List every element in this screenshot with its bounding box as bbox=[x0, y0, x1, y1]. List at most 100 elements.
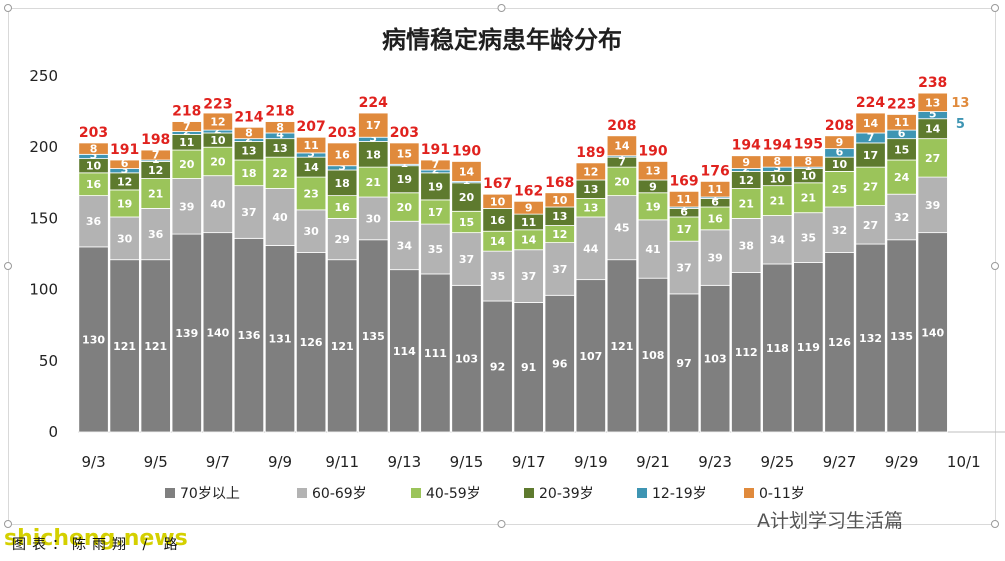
segment-value-label: 14 bbox=[303, 161, 319, 174]
segment-value-label: 14 bbox=[614, 140, 630, 153]
segment-value-label: 6 bbox=[680, 205, 688, 218]
bar-segment bbox=[264, 188, 296, 246]
segment-value-label: 9 bbox=[742, 156, 750, 169]
watermark-text: shicheng.news bbox=[4, 526, 188, 551]
segment-value-label: 17 bbox=[428, 206, 443, 219]
bar-segment bbox=[886, 193, 917, 241]
segment-value-label: 24 bbox=[894, 171, 910, 184]
bar-segment bbox=[358, 166, 389, 198]
total-value-label: 176 bbox=[701, 163, 730, 179]
bar-segment bbox=[544, 242, 575, 296]
bar-segment bbox=[886, 239, 917, 433]
segment-value-label: 21 bbox=[770, 195, 785, 208]
last-bar-side-label: 5 bbox=[956, 117, 965, 132]
bar-stack: 11238211229194 bbox=[731, 138, 762, 433]
bar-segment bbox=[233, 185, 265, 239]
total-value-label: 194 bbox=[763, 138, 792, 154]
segment-value-label: 9 bbox=[649, 180, 657, 193]
bar-stack: 11135171927191 bbox=[420, 142, 451, 433]
segment-value-label: 19 bbox=[428, 180, 443, 193]
bar-segment bbox=[544, 294, 575, 433]
segment-value-label: 13 bbox=[583, 183, 598, 196]
legend-item: 60-69岁 bbox=[297, 486, 367, 502]
segment-value-label: 16 bbox=[490, 214, 506, 227]
segment-value-label: 19 bbox=[117, 197, 132, 210]
segment-value-label: 9 bbox=[525, 202, 533, 215]
bar-segment bbox=[451, 232, 482, 286]
segment-value-label: 38 bbox=[739, 239, 754, 252]
resize-handle[interactable] bbox=[4, 262, 12, 270]
bar-stack: 103371520114190 bbox=[451, 143, 482, 433]
segment-value-label: 20 bbox=[397, 201, 413, 214]
segment-value-label: 25 bbox=[832, 183, 847, 196]
segment-value-label: 35 bbox=[801, 232, 816, 245]
segment-value-label: 119 bbox=[797, 341, 820, 354]
total-value-label: 167 bbox=[483, 176, 512, 192]
legend-swatch bbox=[411, 488, 421, 498]
legend-item: 70岁以上 bbox=[165, 486, 240, 502]
segment-value-label: 13 bbox=[583, 202, 598, 215]
bar-segment bbox=[637, 161, 669, 181]
segment-value-label: 132 bbox=[859, 332, 882, 345]
segment-value-label: 103 bbox=[455, 353, 478, 366]
bar-segment bbox=[886, 114, 917, 131]
resize-handle[interactable] bbox=[991, 262, 999, 270]
bar-segment bbox=[917, 176, 948, 234]
segment-value-label: 111 bbox=[424, 347, 447, 360]
resize-handle[interactable] bbox=[991, 520, 999, 528]
resize-handle[interactable] bbox=[4, 520, 12, 528]
segment-value-label: 16 bbox=[335, 201, 351, 214]
segment-value-label: 27 bbox=[863, 180, 878, 193]
bar-segment bbox=[606, 166, 638, 197]
bar-stack: 135 30 21 18 317 224 bbox=[358, 95, 389, 433]
segment-value-label: 37 bbox=[241, 206, 256, 219]
segment-value-label: 12 bbox=[117, 175, 132, 188]
segment-value-label: 3 bbox=[121, 163, 129, 176]
total-value-label: 191 bbox=[421, 142, 450, 158]
legend-swatch bbox=[165, 488, 175, 498]
legend-item: 12-19岁 bbox=[637, 486, 707, 502]
segment-value-label: 30 bbox=[117, 232, 133, 245]
segment-value-label: 20 bbox=[614, 175, 630, 188]
bar-segment bbox=[171, 178, 202, 235]
total-value-label: 223 bbox=[203, 96, 232, 112]
segment-value-label: 40 bbox=[272, 211, 288, 224]
segment-value-label: 11 bbox=[521, 216, 536, 229]
bar-segment bbox=[855, 142, 886, 168]
bar-segment bbox=[171, 121, 202, 132]
total-value-label: 224 bbox=[856, 95, 885, 111]
segment-value-label: 136 bbox=[237, 329, 260, 342]
segment-value-label: 14 bbox=[863, 117, 879, 130]
bar-segment bbox=[731, 155, 762, 169]
bar-segment bbox=[606, 195, 638, 261]
resize-handle[interactable] bbox=[497, 520, 506, 528]
bar-segment bbox=[513, 249, 544, 303]
bar-segment bbox=[420, 159, 451, 171]
bar-segment bbox=[699, 229, 731, 286]
segment-value-label: 10 bbox=[832, 158, 848, 171]
bar-segment bbox=[762, 185, 793, 216]
resize-handle[interactable] bbox=[4, 4, 12, 12]
bar-segment bbox=[327, 142, 358, 167]
chart-title: 病情稳定病患年龄分布 bbox=[382, 26, 622, 54]
segment-value-label: 9 bbox=[836, 136, 844, 149]
bar-stack: 9737176111169 bbox=[668, 173, 700, 433]
legend: 70岁以上 60-69岁 40-59岁 20-39岁 12-19岁 0-11岁 bbox=[165, 486, 805, 502]
segment-value-label: 114 bbox=[393, 345, 416, 358]
bar-segment bbox=[358, 196, 389, 241]
legend-label: 70岁以上 bbox=[180, 486, 240, 502]
segment-value-label: 12 bbox=[583, 165, 598, 178]
segment-value-label: 112 bbox=[735, 346, 758, 359]
resize-handle[interactable] bbox=[497, 4, 506, 12]
resize-handles[interactable] bbox=[4, 4, 999, 528]
segment-value-label: 7 bbox=[867, 131, 875, 144]
resize-handle[interactable] bbox=[991, 4, 999, 12]
legend-label: 0-11岁 bbox=[759, 486, 805, 502]
bar-stack: 11935211018195 bbox=[793, 136, 824, 433]
segment-value-label: 34 bbox=[770, 234, 786, 247]
segment-value-label: 140 bbox=[921, 326, 944, 339]
segment-value-label: 11 bbox=[894, 116, 909, 129]
bar-segment bbox=[295, 252, 327, 433]
